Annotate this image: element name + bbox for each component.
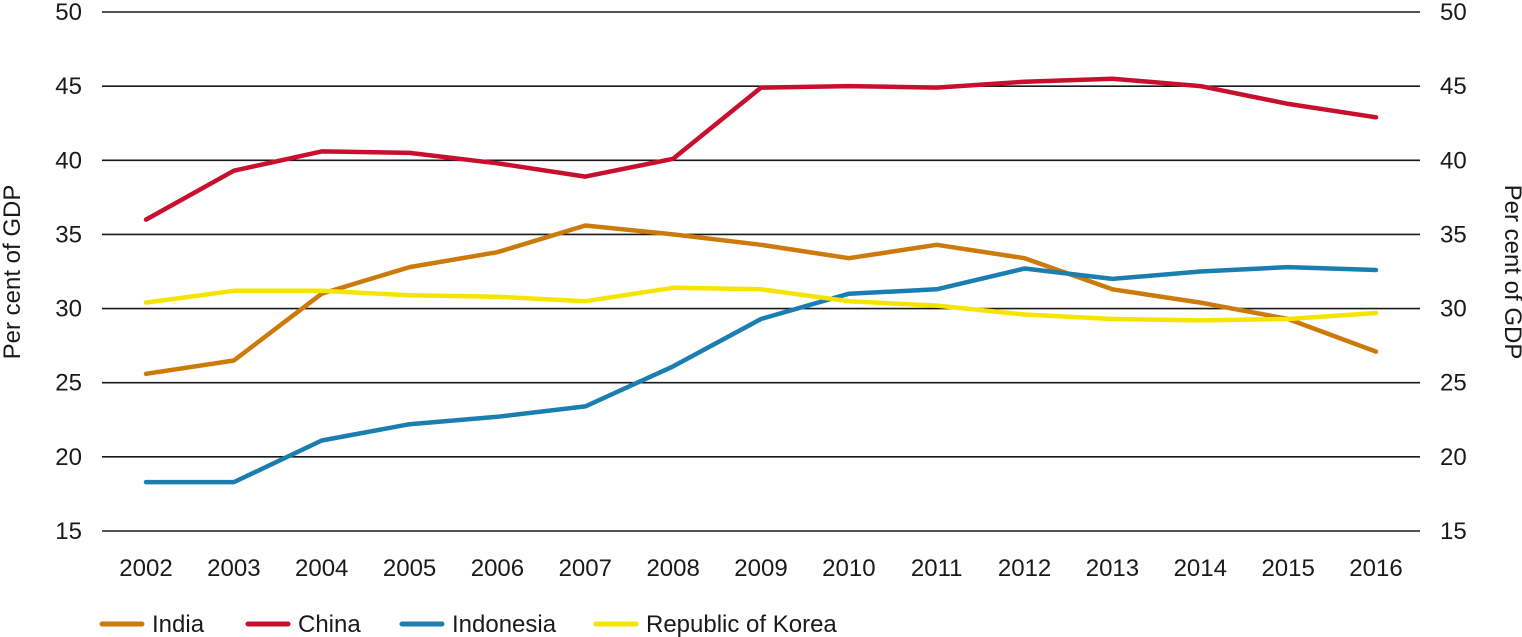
y-tick-right-label: 15 <box>1440 518 1467 545</box>
x-tick-label: 2015 <box>1261 555 1314 582</box>
y-tick-right-label: 50 <box>1440 0 1467 26</box>
series-line-republic-of-korea <box>143 285 1379 323</box>
x-tick-label: 2014 <box>1174 555 1227 582</box>
y-tick-left-label: 25 <box>55 370 82 397</box>
legend-item-india: India <box>99 611 205 637</box>
x-tick-label: 2002 <box>119 555 172 582</box>
series-china <box>143 76 1379 222</box>
y-tick-right-label: 20 <box>1440 444 1467 471</box>
x-tick-label: 2012 <box>998 555 1051 582</box>
y-tick-left-label: 40 <box>55 147 82 174</box>
x-tick-label: 2008 <box>646 555 699 582</box>
legend-label-republic-of-korea: Republic of Korea <box>646 611 837 637</box>
y-tick-right-label: 35 <box>1440 221 1467 248</box>
legend-item-china: China <box>245 611 361 637</box>
series-lines <box>143 76 1379 485</box>
legend-label-india: India <box>152 611 205 637</box>
x-tick-label: 2005 <box>383 555 436 582</box>
series-republic-of-korea <box>143 285 1379 323</box>
gridlines <box>102 11 1420 532</box>
y-tick-right-label: 30 <box>1440 296 1467 323</box>
y-tick-right-label: 25 <box>1440 370 1467 397</box>
legend-item-indonesia: Indonesia <box>399 611 557 637</box>
x-tick-label: 2013 <box>1086 555 1139 582</box>
x-tick-label: 2007 <box>559 555 612 582</box>
y-axis-right-ticks: 15 20 25 30 35 40 45 50 <box>1440 0 1467 545</box>
y-tick-right-label: 40 <box>1440 147 1467 174</box>
x-tick-label: 2016 <box>1349 555 1402 582</box>
series-line-indonesia <box>143 264 1379 485</box>
series-indonesia <box>143 264 1379 485</box>
y-tick-right-label: 45 <box>1440 73 1467 100</box>
x-axis-ticks: 2002 2003 2004 2005 2006 2007 2008 2009 2010 2011… <box>119 555 1402 582</box>
x-tick-label: 2010 <box>822 555 875 582</box>
legend-label-china: China <box>298 611 361 637</box>
y-tick-left-label: 15 <box>55 518 82 545</box>
y-axis-left-title: Per cent of GDP <box>0 185 26 360</box>
legend-item-republic-of-korea: Republic of Korea <box>593 611 837 637</box>
x-tick-label: 2004 <box>295 555 348 582</box>
y-tick-left-label: 50 <box>55 0 82 26</box>
legend: India China Indonesia Republic of Korea <box>99 611 837 637</box>
x-tick-label: 2003 <box>207 555 260 582</box>
x-tick-label: 2009 <box>734 555 787 582</box>
y-axis-left-ticks: 15 20 25 30 35 40 45 50 <box>55 0 82 545</box>
y-tick-left-label: 45 <box>55 73 82 100</box>
y-axis-right-title: Per cent of GDP <box>1499 185 1522 360</box>
y-tick-left-label: 30 <box>55 296 82 323</box>
x-tick-label: 2011 <box>911 555 963 582</box>
y-tick-left-label: 35 <box>55 221 82 248</box>
y-tick-left-label: 20 <box>55 444 82 471</box>
x-tick-label: 2006 <box>471 555 524 582</box>
series-india <box>143 223 1379 377</box>
legend-label-indonesia: Indonesia <box>452 611 557 637</box>
series-line-china <box>143 76 1379 222</box>
series-line-india <box>143 223 1379 377</box>
